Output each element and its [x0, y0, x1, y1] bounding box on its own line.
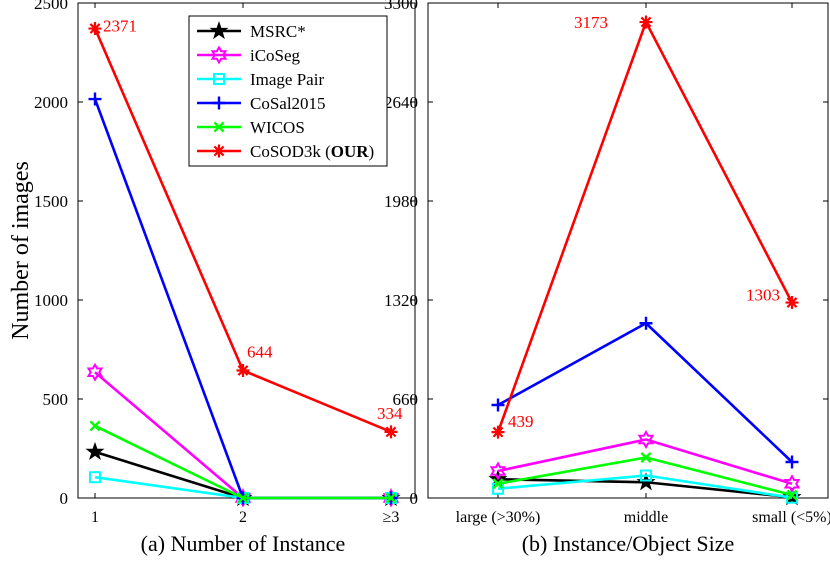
legend-entry-icoseg: iCoSeg: [197, 45, 301, 65]
panel-b-point-image-pair-middle: [640, 469, 652, 482]
panel-b-ytick-label-1320: 1320: [384, 291, 418, 310]
panel-a-ytick-label-2000: 2000: [34, 93, 68, 112]
panel-a-line-wicos: [94, 424, 391, 500]
panel-b-point-icoseg-small-5: [783, 474, 801, 494]
legend-marker-image-pair: [213, 73, 225, 85]
legend-marker-wicos: [213, 121, 225, 133]
legend-entry-wicos: WICOS: [197, 118, 305, 137]
legend-entry-cosod3k: CoSOD3k (OUR): [197, 142, 374, 161]
panel-b-ytick-label-0: 0: [410, 489, 419, 508]
panel-b-series-wicos: [492, 452, 798, 501]
panel-b-point-cosod3k-small-5: [785, 296, 799, 310]
panel-b-ytick-label-660: 660: [393, 390, 419, 409]
panel-b-axes-box: [427, 2, 829, 499]
panel-b-xtick-label-middle: middle: [624, 509, 668, 526]
panel-b-line-image-pair: [497, 474, 793, 499]
panel-b-xtick-label-large-30: large (>30%): [456, 509, 541, 526]
panel-a-line-icoseg: [94, 371, 391, 500]
panel-b-point-cosal2015-large-30: [491, 398, 505, 412]
panel-a-series-icoseg: [86, 362, 400, 508]
panel-b-series-cosal2015: [491, 316, 799, 469]
panel-a-point-msrc-1: [85, 441, 105, 460]
panel-a-data-label-2371: 2371: [103, 17, 137, 36]
legend-marker-icoseg: [210, 45, 228, 65]
panel-a-ytick-label-500: 500: [43, 390, 69, 409]
panel-b-data-label-3173: 3173: [574, 13, 608, 32]
panel-b-ytick-label-2640: 2640: [384, 93, 418, 112]
panel-a-point-cosod3k-1: [88, 22, 102, 36]
legend-marker-msrc: [209, 20, 229, 40]
panel-b-series-cosod3k: [491, 15, 799, 439]
panel-a-point-icoseg-3: [382, 488, 400, 508]
panel-a-ytick-label-2500: 2500: [34, 0, 68, 13]
panel-b: 0 660 1320 1980 2640 3300 large (>30%) middle sm…: [384, 0, 830, 556]
legend-box: [188, 15, 388, 167]
panel-a-xtick-label-2: 2: [239, 509, 247, 526]
legend-entry-msrc: MSRC*: [197, 20, 306, 41]
legend-marker-cosal2015: [212, 96, 226, 110]
panel-a-point-icoseg-1: [86, 362, 104, 382]
legend-label-image-pair: Image Pair: [250, 70, 324, 89]
panel-b-point-cosal2015-small-5: [785, 455, 799, 469]
legend-label-cosal2015: CoSal2015: [250, 94, 326, 113]
legend-entry-image-pair: Image Pair: [197, 70, 324, 89]
panel-a-data-label-334: 334: [377, 404, 403, 423]
panel-b-xlabel: (b) Instance/Object Size: [522, 531, 735, 556]
panel-a-point-cosod3k-3: [384, 425, 398, 439]
panel-b-xtick-label-small-5: small (<5%): [752, 509, 830, 526]
panel-a-point-cosal2015-1: [88, 92, 102, 106]
panel-a: 0 500 1000 1500 2000 2500 1 2 ≥3 (a) Number of In…: [8, 0, 416, 556]
panel-a-point-wicos-1: [89, 420, 101, 432]
panel-a-series-wicos: [89, 420, 397, 504]
panel-b-series-icoseg: [489, 429, 801, 494]
panel-b-data-label-439: 439: [508, 412, 534, 431]
panel-a-ylabel: Number of images: [8, 161, 34, 340]
panel-a-point-wicos-2: [237, 492, 249, 504]
panel-a-xlabel: (a) Number of Instance: [141, 531, 346, 556]
panel-b-point-wicos-middle: [640, 452, 652, 463]
panel-b-data-label-1303: 1303: [746, 286, 780, 305]
panel-b-ytick-label-3300: 3300: [384, 0, 418, 13]
panel-b-point-icoseg-middle: [637, 429, 655, 450]
panel-a-ytick-label-1000: 1000: [34, 291, 68, 310]
panel-a-point-wicos-3: [385, 492, 397, 504]
panel-b-point-cosod3k-large-30: [491, 425, 505, 439]
panel-a-point-image-pair-1: [89, 471, 101, 484]
panel-a-xtick-label-1: 1: [91, 509, 99, 526]
legend-marker-cosod3k: [212, 144, 226, 158]
legend-entry-cosal2015: CoSal2015: [197, 94, 326, 113]
legend-label-cosod3k: CoSOD3k (OUR): [250, 142, 374, 161]
legend-label-msrc: MSRC*: [250, 22, 306, 41]
panel-a-data-label-644: 644: [247, 342, 273, 361]
panel-a-point-cosod3k-2: [236, 363, 250, 377]
panel-a-xtick-label-3: ≥3: [383, 509, 400, 526]
panel-b-point-wicos-large-30: [492, 478, 504, 490]
panel-b-point-icoseg-large-30: [489, 461, 507, 481]
legend-label-icoseg: iCoSeg: [250, 46, 301, 65]
panel-b-line-icoseg: [497, 438, 793, 485]
panel-b-line-cosal2015: [497, 321, 793, 463]
panel-b-ytick-label-1980: 1980: [384, 192, 418, 211]
panel-a-ytick-label-0: 0: [60, 489, 69, 508]
panel-b-point-cosal2015-middle: [639, 316, 653, 330]
panel-b-line-cosod3k: [496, 20, 794, 433]
panel-b-point-image-pair-small-5: [786, 491, 798, 504]
legend-label-wicos: WICOS: [250, 118, 305, 137]
legend: MSRC* iCoSeg Image Pair CoSal2015 WICOS CoSOD…: [188, 15, 388, 167]
panel-a-ytick-label-1500: 1500: [34, 192, 68, 211]
panel-b-point-wicos-small-5: [786, 489, 798, 501]
panel-b-point-cosod3k-middle: [639, 15, 653, 29]
panel-a-series-cosod3k: [88, 22, 398, 439]
